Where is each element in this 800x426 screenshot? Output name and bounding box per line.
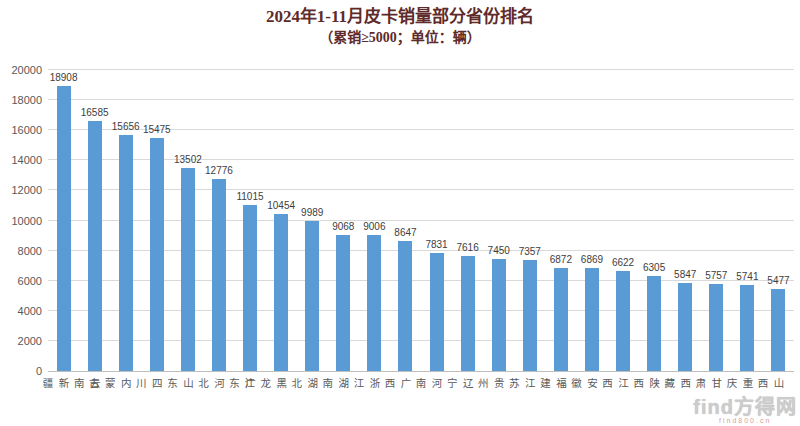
x-axis-label: 福建 — [553, 378, 569, 390]
value-label: 12776 — [197, 165, 241, 177]
y-tick-label: 18000 — [0, 94, 42, 106]
bar — [150, 138, 164, 371]
bar — [88, 121, 102, 371]
x-axis-label: 内蒙古 — [118, 378, 134, 390]
x-axis-label: 黑龙江 — [273, 378, 289, 390]
x-axis-label: 安徽 — [584, 378, 600, 390]
bar — [336, 235, 350, 371]
y-tick-label: 4000 — [0, 305, 42, 317]
x-axis-line — [48, 371, 794, 372]
bar — [398, 241, 412, 371]
x-axis-label: 山东 — [180, 378, 196, 390]
chart-title-block: 2024年1-11月皮卡销量部分省份排名 （累销≥5000；单位：辆） — [0, 6, 800, 47]
watermark: find方得网 find800.cn — [693, 397, 797, 425]
bar — [523, 260, 537, 371]
y-tick-label: 12000 — [0, 184, 42, 196]
bar — [585, 268, 599, 371]
value-label: 9989 — [290, 207, 334, 219]
x-axis-label: 辽宁 — [460, 378, 476, 390]
watermark-logo-text: find — [693, 396, 734, 418]
x-axis-label: 重庆 — [739, 378, 755, 390]
y-tick-label: 6000 — [0, 275, 42, 287]
bar — [119, 135, 133, 371]
watermark-logo: find方得网 — [693, 397, 797, 417]
y-tick-label: 8000 — [0, 245, 42, 257]
chart-page: 2024年1-11月皮卡销量部分省份排名 （累销≥5000；单位：辆） 0200… — [0, 0, 800, 426]
bar — [709, 284, 723, 371]
bar — [367, 235, 381, 371]
x-axis-label: 湖北 — [304, 378, 320, 390]
value-label: 16585 — [73, 107, 117, 119]
gridline — [48, 69, 794, 70]
bar — [678, 283, 692, 371]
y-tick-label: 0 — [0, 365, 42, 377]
x-axis-label: 新疆 — [56, 378, 72, 390]
x-axis-label: 陕西 — [646, 378, 662, 390]
gridline — [48, 99, 794, 100]
y-tick-label: 14000 — [0, 154, 42, 166]
bar — [274, 214, 288, 371]
bar — [57, 86, 71, 371]
bar — [461, 256, 475, 371]
bar — [243, 205, 257, 371]
value-label: 5477 — [756, 275, 800, 287]
bar — [616, 271, 630, 371]
x-axis-label: 西藏 — [677, 378, 693, 390]
bar — [305, 221, 319, 371]
x-axis-label: 河南 — [429, 378, 445, 390]
watermark-brand: 方得网 — [734, 396, 797, 418]
bar — [181, 168, 195, 371]
watermark-url: find800.cn — [693, 417, 797, 425]
x-axis-label: 甘肃 — [708, 378, 724, 390]
bar — [430, 253, 444, 371]
bar — [212, 179, 226, 371]
bar — [647, 276, 661, 371]
value-label: 8647 — [383, 227, 427, 239]
y-tick-label: 2000 — [0, 335, 42, 347]
value-label: 15475 — [135, 124, 179, 136]
chart-subtitle: （累销≥5000；单位：辆） — [0, 28, 800, 47]
x-axis-label: 河北 — [211, 378, 227, 390]
y-tick-label: 16000 — [0, 124, 42, 136]
x-axis-label: 浙江 — [366, 378, 382, 390]
bar — [492, 259, 506, 371]
x-axis-label: 四川 — [149, 378, 165, 390]
value-label: 18908 — [42, 72, 86, 84]
x-axis-label: 江苏 — [522, 378, 538, 390]
bar — [740, 285, 754, 371]
y-tick-label: 10000 — [0, 215, 42, 227]
x-axis-label: 湖南 — [335, 378, 351, 390]
x-axis-label: 贵州 — [491, 378, 507, 390]
x-axis-label: 山西 — [770, 378, 786, 390]
bar — [771, 289, 785, 371]
chart-title: 2024年1-11月皮卡销量部分省份排名 — [0, 6, 800, 28]
bar — [554, 268, 568, 371]
plot-area: 0200040006000800010000120001400016000180… — [48, 70, 794, 371]
y-tick-label: 20000 — [0, 64, 42, 76]
x-axis-label: 江西 — [615, 378, 631, 390]
x-axis-label: 广西 — [397, 378, 413, 390]
